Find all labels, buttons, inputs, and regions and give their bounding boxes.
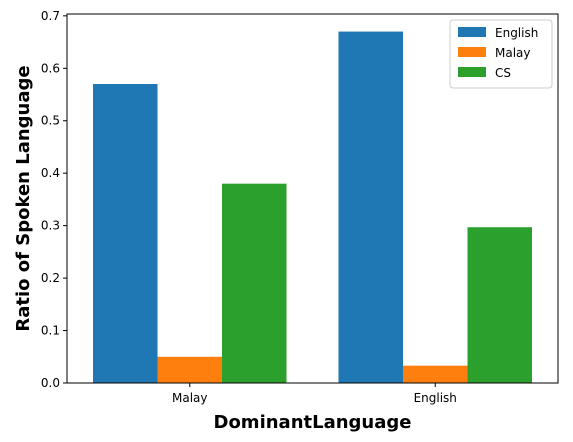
legend-label-cs: CS <box>495 66 511 80</box>
bar-english-malay <box>93 84 158 384</box>
x-axis-title: DominantLanguage <box>214 412 412 433</box>
y-axis-title: Ratio of Spoken Language <box>13 65 34 331</box>
plot-frame <box>66 13 559 384</box>
y-tick-label: 0.7 <box>41 9 60 23</box>
x-axis-ticks: Malay English <box>172 383 457 405</box>
y-tick-label: 0.1 <box>41 324 60 338</box>
legend-swatch-cs <box>458 67 486 77</box>
bar-malay-malay <box>157 356 222 383</box>
legend-swatch-english <box>458 27 486 37</box>
bars-group <box>93 31 532 384</box>
y-axis-ticks: 0.0 0.1 0.2 0.3 0.4 0.5 0.6 0.7 <box>41 9 67 390</box>
legend: English Malay CS <box>449 19 553 89</box>
bar-malay-english <box>403 365 468 383</box>
y-tick-label: 0.4 <box>41 166 60 180</box>
legend-swatch-malay <box>458 47 486 57</box>
bar-english-english <box>338 31 403 383</box>
x-tick-label: Malay <box>172 391 208 405</box>
legend-label-english: English <box>495 26 538 40</box>
y-tick-label: 0.6 <box>41 61 60 75</box>
bar-cs-malay <box>222 183 287 383</box>
y-tick-label: 0.0 <box>41 376 60 390</box>
bar-cs-english <box>467 227 532 383</box>
legend-label-malay: Malay <box>495 46 531 60</box>
y-tick-label: 0.3 <box>41 219 60 233</box>
x-tick-label: English <box>414 391 457 405</box>
y-tick-label: 0.2 <box>41 271 60 285</box>
y-tick-label: 0.5 <box>41 114 60 128</box>
